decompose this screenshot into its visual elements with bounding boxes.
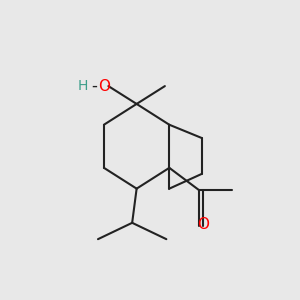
Text: H: H [78,79,88,93]
Text: O: O [197,217,209,232]
Text: -: - [92,77,98,95]
Text: O: O [98,79,110,94]
